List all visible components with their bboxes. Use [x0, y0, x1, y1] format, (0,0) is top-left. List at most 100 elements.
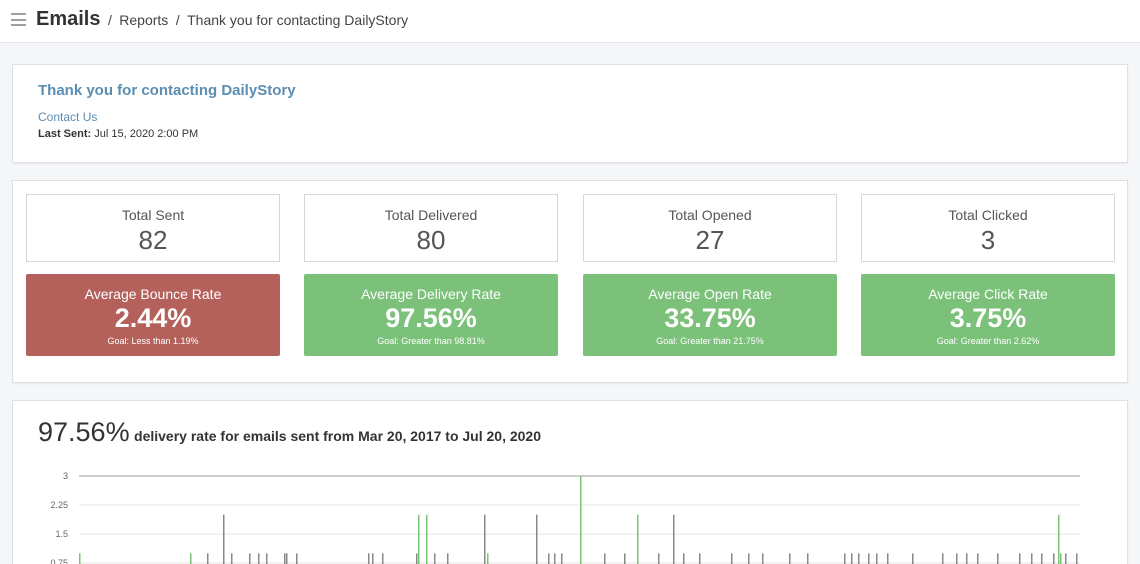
- click-rate-label: Average Click Rate: [928, 286, 1048, 302]
- chart-bar: [223, 514, 225, 564]
- breadcrumb-app-title[interactable]: Emails: [36, 8, 101, 30]
- delivery-rate-goal: Goal: Greater than 98.81%: [377, 336, 485, 346]
- top-bar: Emails / Reports / Thank you for contact…: [0, 0, 1140, 43]
- chart-bar: [554, 553, 556, 564]
- chart-bar: [382, 553, 384, 564]
- chart-bar: [637, 514, 639, 564]
- chart-bar: [956, 553, 958, 564]
- delivery-rate-card: Average Delivery Rate 97.56% Goal: Great…: [304, 274, 558, 356]
- chart-bar: [447, 553, 449, 564]
- click-rate-card: Average Click Rate 3.75% Goal: Greater t…: [861, 274, 1115, 356]
- chart-bar: [79, 553, 81, 564]
- breadcrumb-separator: /: [175, 12, 180, 28]
- chart-bar: [683, 553, 685, 564]
- last-sent-value: Jul 15, 2020 2:00 PM: [94, 128, 199, 140]
- chart-bar: [1031, 553, 1033, 564]
- open-rate-goal: Goal: Greater than 21.75%: [656, 336, 764, 346]
- total-clicked-value: 3: [980, 225, 996, 255]
- total-clicked-label: Total Clicked: [948, 207, 1028, 223]
- chart-headline: 97.56% delivery rate for emails sent fro…: [38, 417, 541, 448]
- chart-bar: [673, 514, 675, 564]
- chart-bar: [762, 553, 764, 564]
- open-rate-value: 33.75%: [664, 303, 756, 333]
- breadcrumb-separator: /: [107, 12, 112, 28]
- chart-bar: [887, 553, 889, 564]
- delivery-rate-value: 97.56%: [385, 303, 477, 333]
- chart-bar: [536, 514, 538, 564]
- chart-bar: [190, 553, 192, 564]
- chart-bar: [748, 553, 750, 564]
- chart-bar: [258, 553, 260, 564]
- click-rate-value: 3.75%: [949, 303, 1027, 333]
- chart-bar: [487, 553, 489, 564]
- email-summary-panel: Thank you for contacting DailyStory Cont…: [12, 64, 1128, 163]
- total-opened-value: 27: [695, 225, 725, 255]
- breadcrumb: Emails / Reports / Thank you for contact…: [36, 8, 408, 31]
- chart-y-tick-label: 2.25: [50, 500, 68, 510]
- chart-y-tick-label: 0.75: [50, 558, 68, 564]
- chart-bar: [1060, 553, 1062, 564]
- chart-bar: [624, 553, 626, 564]
- chart-bar: [731, 553, 733, 564]
- chart-bar: [1065, 553, 1067, 564]
- open-rate-label: Average Open Rate: [648, 286, 772, 302]
- delivery-chart-panel: 97.56% delivery rate for emails sent fro…: [12, 400, 1128, 564]
- chart-bar: [1058, 514, 1060, 564]
- total-sent-label: Total Sent: [121, 207, 185, 223]
- chart-bar: [658, 553, 660, 564]
- total-clicked-card: Total Clicked 3: [861, 194, 1115, 262]
- chart-bar: [418, 514, 420, 564]
- click-rate-goal: Goal: Greater than 2.62%: [936, 336, 1040, 346]
- chart-bar: [858, 553, 860, 564]
- email-list-link[interactable]: Contact Us: [38, 110, 98, 124]
- total-sent-card: Total Sent 82: [26, 194, 280, 262]
- chart-bar: [1076, 553, 1078, 564]
- chart-bar: [484, 514, 486, 564]
- chart-bar: [426, 514, 428, 564]
- hamburger-menu-icon[interactable]: [11, 13, 26, 26]
- chart-bar: [942, 553, 944, 564]
- chart-headline-text: delivery rate for emails sent from Mar 2…: [134, 428, 542, 444]
- chart-bar: [207, 553, 209, 564]
- chart-bar: [1041, 553, 1043, 564]
- chart-bar: [368, 553, 370, 564]
- chart-bar: [372, 553, 374, 564]
- total-opened-card: Total Opened 27: [583, 194, 837, 262]
- chart-bar: [604, 553, 606, 564]
- chart-bar: [284, 553, 286, 564]
- delivery-rate-chart: 3 2.25 1.5 0.75: [50, 471, 1080, 564]
- chart-bar: [1019, 553, 1021, 564]
- chart-bar: [844, 553, 846, 564]
- total-delivered-card: Total Delivered 80: [304, 194, 558, 262]
- open-rate-card: Average Open Rate 33.75% Goal: Greater t…: [583, 274, 837, 356]
- chart-y-tick-label: 1.5: [55, 529, 68, 539]
- last-sent-label: Last Sent:: [38, 128, 92, 140]
- chart-bar: [997, 553, 999, 564]
- chart-bar: [286, 553, 288, 564]
- total-delivered-value: 80: [416, 225, 446, 255]
- chart-bar: [977, 553, 979, 564]
- chart-bar: [699, 553, 701, 564]
- total-delivered-label: Total Delivered: [384, 207, 478, 223]
- breadcrumb-reports[interactable]: Reports: [119, 12, 169, 28]
- bounce-rate-card: Average Bounce Rate 2.44% Goal: Less tha…: [26, 274, 280, 356]
- chart-bar: [249, 553, 251, 564]
- email-title: Thank you for contacting DailyStory: [38, 82, 296, 99]
- last-sent: Last Sent: Jul 15, 2020 2:00 PM: [38, 128, 198, 140]
- chart-bar: [876, 553, 878, 564]
- chart-bar: [851, 553, 853, 564]
- chart-bar: [580, 476, 582, 564]
- bounce-rate-label: Average Bounce Rate: [84, 286, 222, 302]
- chart-bar: [1053, 553, 1055, 564]
- total-sent-value: 82: [138, 225, 168, 255]
- chart-headline-value: 97.56%: [38, 417, 130, 447]
- chart-bar: [912, 553, 914, 564]
- bounce-rate-goal: Goal: Less than 1.19%: [107, 336, 199, 346]
- chart-bar: [789, 553, 791, 564]
- chart-bar: [868, 553, 870, 564]
- bounce-rate-value: 2.44%: [114, 303, 192, 333]
- chart-bar: [296, 553, 298, 564]
- chart-bar: [231, 553, 233, 564]
- chart-bar: [807, 553, 809, 564]
- chart-bar: [561, 553, 563, 564]
